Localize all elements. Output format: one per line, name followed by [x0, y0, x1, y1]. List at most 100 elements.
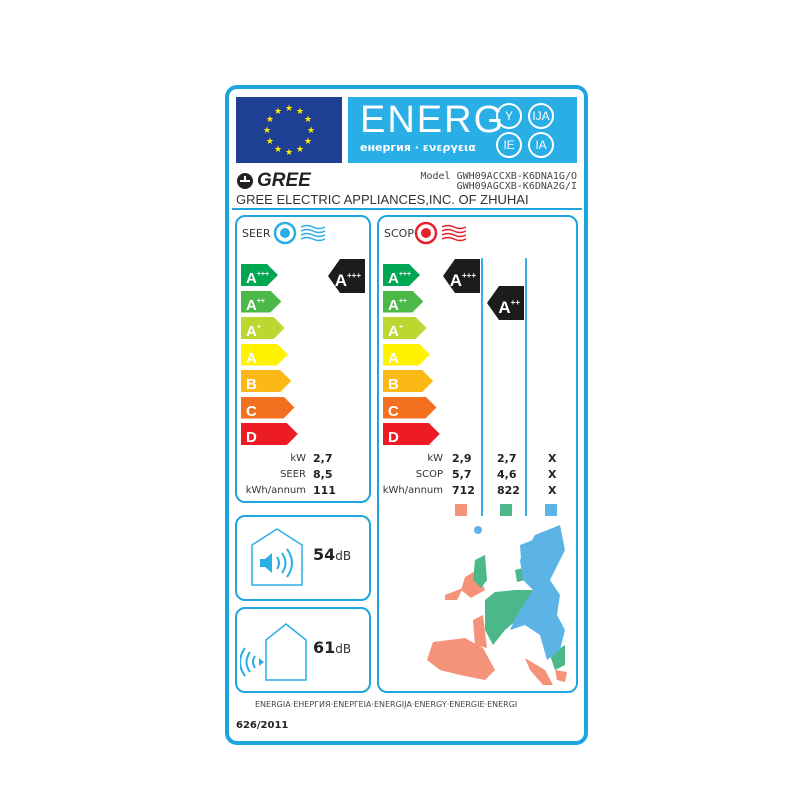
class-plus: +	[398, 324, 403, 331]
energy-class-bar: C	[241, 397, 295, 419]
class-letter: A	[246, 270, 257, 287]
scop-value: X	[548, 484, 557, 497]
energy-class-bar: A++	[383, 291, 423, 313]
energy-class-bar: A++	[241, 291, 281, 313]
energy-class-bar: C	[383, 397, 437, 419]
star-icon: ★	[274, 107, 282, 117]
label-border	[225, 85, 588, 745]
rating-letter: A	[498, 298, 511, 317]
scop-value: 712	[452, 484, 475, 497]
rating-plus: +++	[461, 271, 476, 280]
class-letter: D	[388, 429, 399, 446]
rating-plus: +++	[346, 271, 361, 280]
star-icon: ★	[307, 126, 315, 136]
scop-value: 5,7	[452, 468, 472, 481]
star-icon: ★	[263, 126, 271, 136]
outdoor-noise-value: 61dB	[313, 638, 351, 657]
logo-text: GREE	[257, 170, 311, 191]
map-zone-colder	[474, 525, 565, 660]
class-plus: ++	[398, 297, 408, 305]
outdoor-noise-icon	[240, 623, 307, 681]
seer-label-kw: kW	[290, 453, 306, 464]
energy-class-bar: A+++	[241, 264, 278, 286]
scop-label-scop: SCOP	[415, 469, 443, 480]
rating-letter: A	[334, 271, 347, 290]
class-plus: ++	[256, 297, 266, 305]
model-label: Model	[420, 171, 451, 182]
eu-flag-icon: ★ ★ ★ ★ ★ ★ ★ ★ ★ ★ ★ ★	[236, 97, 342, 163]
class-plus: +++	[256, 271, 270, 278]
lang-circle: IE	[496, 132, 522, 158]
scop-value: 2,9	[452, 452, 472, 465]
outdoor-db-number: 61	[313, 638, 336, 657]
indoor-noise-icon	[251, 528, 303, 586]
star-icon: ★	[304, 115, 312, 125]
energy-class-bar: B	[241, 370, 291, 392]
model-number: Model GWH09ACCXB-K6DNA1G/O GWH09AGCXB-K6…	[420, 172, 577, 192]
class-letter: B	[246, 376, 257, 393]
class-letter: A	[246, 296, 257, 314]
map-zone-warmer	[427, 570, 567, 685]
seer-label-kwh: kWh/annum	[245, 485, 306, 496]
seer-value-seer: 8,5	[313, 468, 333, 481]
column-divider	[525, 258, 527, 516]
db-unit: dB	[335, 642, 352, 656]
indoor-noise-value: 54dB	[313, 545, 351, 564]
star-icon: ★	[285, 148, 293, 158]
star-icon: ★	[296, 145, 304, 155]
rating-letter: A	[449, 271, 462, 290]
energy-class-bar: B	[383, 370, 433, 392]
model-line-2: GWH09AGCXB-K6DNA2G/I	[456, 181, 577, 192]
class-letter: A	[388, 323, 399, 340]
map-zone-average	[473, 555, 565, 670]
energy-class-bar: A+	[383, 317, 427, 339]
class-letter: A	[388, 349, 399, 367]
class-letter: B	[388, 376, 399, 393]
energy-banner: ENERG енергия · ενεργεια Y IJA IE IA	[348, 97, 577, 163]
energy-class-bar: A	[383, 344, 430, 366]
rating-plus: ++	[510, 298, 520, 307]
class-letter: C	[246, 402, 257, 420]
class-letter: D	[246, 429, 257, 446]
gree-logo-icon	[237, 173, 253, 189]
seer-label-seer: SEER	[280, 469, 306, 480]
class-letter: A	[246, 349, 257, 367]
climate-zone-swatch	[455, 504, 467, 516]
outdoor-noise-panel	[235, 607, 371, 693]
scop-value: 2,7	[497, 452, 517, 465]
lang-circle: Y	[496, 103, 522, 129]
scop-label-kw: kW	[427, 453, 443, 464]
seer-value-kw: 2,7	[313, 452, 333, 465]
lang-circle: IA	[528, 132, 554, 158]
climate-zone-swatch	[545, 504, 557, 516]
class-plus: +++	[398, 271, 412, 278]
divider	[232, 208, 582, 210]
star-icon: ★	[266, 137, 274, 147]
scop-value: X	[548, 468, 557, 481]
star-icon: ★	[285, 104, 293, 114]
scop-label-kwh: kWh/annum	[382, 485, 443, 496]
class-letter: C	[388, 402, 399, 420]
class-letter: A	[388, 296, 399, 314]
language-footer: ENERGIA·ЕНЕРГИЯ·ΕΝΕΡΓΕΙΑ·ENERGIJA·ENERGY…	[255, 700, 518, 709]
energy-class-bar: D	[383, 423, 440, 445]
energy-class-bar: A+	[241, 317, 285, 339]
energy-word: ENERG	[360, 99, 506, 141]
scop-value: 4,6	[497, 468, 517, 481]
energy-class-bar: D	[241, 423, 298, 445]
star-icon: ★	[304, 137, 312, 147]
seer-panel	[235, 215, 371, 503]
class-plus: +	[256, 324, 261, 331]
star-icon: ★	[296, 107, 304, 117]
scop-value: X	[548, 452, 557, 465]
indoor-db-number: 54	[313, 545, 336, 564]
energy-class-bar: A	[241, 344, 288, 366]
scop-value: 822	[497, 484, 520, 497]
star-icon: ★	[266, 115, 274, 125]
lang-circle: IJA	[528, 103, 554, 129]
europe-climate-map	[427, 525, 567, 685]
class-letter: A	[388, 270, 399, 287]
column-divider	[481, 258, 483, 516]
seer-title: SEER	[242, 227, 271, 240]
cooling-fan-icon	[273, 221, 326, 245]
